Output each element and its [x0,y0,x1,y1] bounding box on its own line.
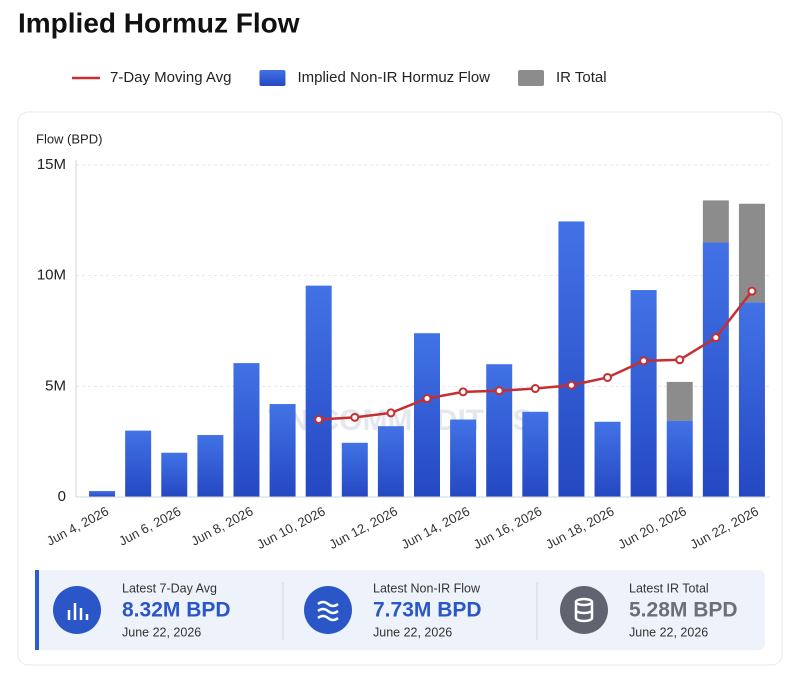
stat-label: Latest Non-IR Flow [373,581,481,595]
legend-swatch [259,70,286,86]
bar [738,302,765,497]
bar [702,242,729,497]
bar [305,285,332,497]
bar [666,381,693,421]
stat-label: Latest IR Total [629,581,709,595]
bar [233,363,260,497]
bar [702,200,729,243]
stat-label: Latest 7-Day Avg [122,581,217,595]
line-point [314,415,324,425]
stat-date: June 22, 2026 [629,625,708,639]
line-point [711,333,721,343]
bar [594,421,621,497]
line-point [603,372,613,382]
stats-accent [35,570,39,650]
line-point [386,408,396,418]
bar [341,442,368,497]
line-point [530,384,540,394]
bar [450,419,477,497]
bar [522,411,549,497]
line-point [675,355,685,365]
y-tick-label: 15M [37,156,66,173]
bar [197,435,224,497]
stat-date: June 22, 2026 [122,625,201,639]
stat-value: 7.73M BPD [373,599,482,622]
bar [377,426,404,497]
bar [161,452,188,497]
stat-glyph [67,603,89,620]
chart-card [17,111,783,666]
glyph [574,597,594,623]
bar [89,491,116,497]
glyph [317,600,339,622]
stat-icon [560,586,608,634]
bar [666,420,693,497]
stat-icon [53,586,101,634]
legend-label: 7-Day Moving Avg [110,69,231,86]
bar [125,430,152,497]
stat-glyph [574,597,594,623]
line-point [458,387,468,397]
y-tick-label: 0 [58,488,66,505]
legend-swatch [518,70,544,86]
bar [414,333,440,497]
stat-value: 5.28M BPD [629,599,738,622]
legend-label: IR Total [556,69,607,86]
bar [269,404,296,497]
legend-label: Implied Non-IR Hormuz Flow [297,69,490,86]
bar [486,364,513,497]
y-tick-label: 10M [37,267,66,284]
y-tick-label: 5M [45,377,66,394]
line-point [566,380,576,390]
line-point [639,356,649,366]
chart-title: Implied Hormuz Flow [18,7,300,38]
y-axis-label: Flow (BPD) [36,131,102,146]
line-point [494,386,504,396]
stat-value: 8.32M BPD [122,599,231,622]
bar [738,203,765,303]
bar [630,290,657,497]
glyph [67,603,89,620]
bar [558,221,585,497]
stat-date: June 22, 2026 [373,625,452,639]
stat-glyph [317,600,339,622]
line-point [350,412,360,422]
line-point [422,394,432,404]
line-point [747,286,757,296]
